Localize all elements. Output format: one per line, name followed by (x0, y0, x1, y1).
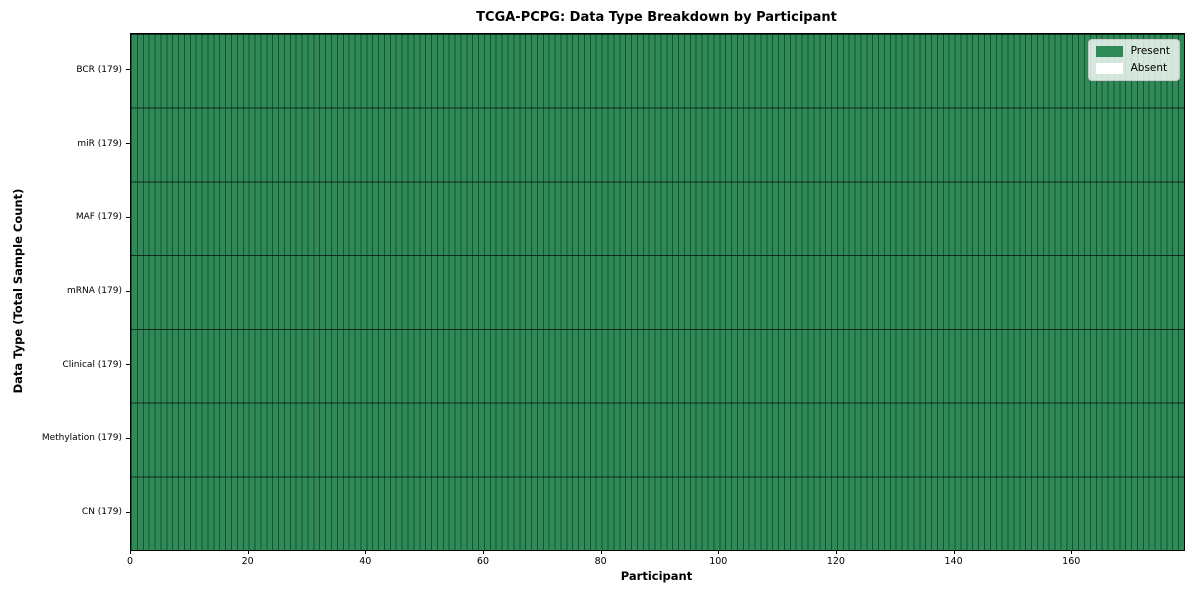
x-tick-label: 100 (709, 556, 728, 567)
x-tick-mark (835, 550, 837, 554)
x-tick-label: 160 (1062, 556, 1081, 567)
y-tick-mark (126, 216, 130, 218)
y-tick-mark (126, 290, 130, 292)
x-tick-mark (482, 550, 484, 554)
legend-item-present: Present (1095, 45, 1170, 57)
y-tick-mark (126, 143, 130, 145)
y-tick-label: MAF (179) (75, 212, 122, 223)
x-tick-mark (365, 550, 367, 554)
plot-area: Present Absent (130, 33, 1185, 551)
absent-swatch (1095, 63, 1123, 74)
x-axis-title: Participant (620, 569, 693, 583)
x-tick-label: 120 (826, 556, 845, 567)
present-swatch (1095, 46, 1123, 57)
x-tick-label: 0 (126, 556, 134, 567)
x-tick-mark (718, 550, 720, 554)
y-tick-label: mRNA (179) (67, 286, 122, 296)
chart-title: TCGA-PCPG: Data Type Breakdown by Partic… (476, 10, 837, 25)
x-tick-mark (1071, 550, 1073, 554)
y-tick-mark (126, 69, 130, 71)
x-tick-label: 40 (359, 556, 372, 567)
x-tick-label: 60 (476, 556, 489, 567)
legend-label-absent: Absent (1130, 62, 1168, 74)
y-tick-mark (126, 364, 130, 366)
y-tick-label: miR (179) (77, 138, 122, 149)
y-tick-label: Clinical (179) (62, 359, 122, 370)
legend-label-present: Present (1130, 45, 1170, 57)
legend-item-absent: Absent (1095, 62, 1170, 74)
y-tick-label: Methylation (179) (41, 433, 122, 444)
x-tick-mark (247, 550, 249, 554)
x-tick-mark (130, 550, 131, 554)
y-tick-label: BCR (179) (76, 64, 122, 75)
y-tick-mark (126, 511, 130, 513)
x-tick-mark (953, 550, 955, 554)
y-tick-label: CN (179) (81, 507, 122, 518)
x-tick-label: 20 (241, 556, 254, 567)
x-tick-label: 140 (944, 556, 963, 567)
y-tick-mark (126, 437, 130, 439)
legend: Present Absent (1087, 39, 1180, 81)
x-tick-mark (600, 550, 602, 554)
x-tick-label: 80 (594, 556, 607, 567)
